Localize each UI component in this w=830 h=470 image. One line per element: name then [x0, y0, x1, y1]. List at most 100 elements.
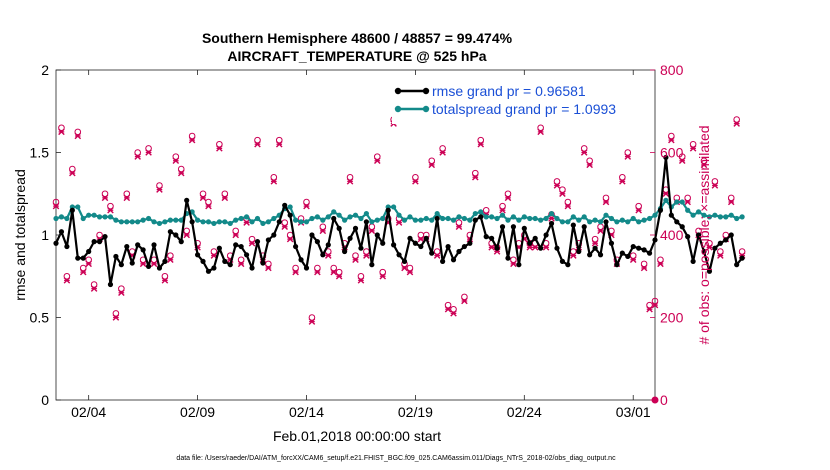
rmse-point	[391, 242, 397, 248]
obs-assimilated-point	[199, 194, 207, 202]
totalspread-point	[565, 219, 571, 225]
obs-possible-point	[379, 268, 387, 276]
rmse-point	[287, 212, 293, 218]
rmse-point	[233, 242, 239, 248]
rmse-point	[412, 240, 418, 246]
obs-possible-point	[63, 272, 71, 280]
rmse-point	[113, 253, 119, 260]
rmse-point	[352, 225, 359, 231]
obs-assimilated-point	[319, 227, 327, 235]
x-tick-label: 02/24	[507, 404, 542, 420]
rmse-point	[548, 220, 555, 227]
totalspread-point	[489, 214, 495, 220]
obs-possible-point	[738, 248, 746, 255]
rmse-point	[510, 224, 517, 230]
line-layer	[53, 154, 745, 288]
obs-assimilated-point	[580, 149, 588, 156]
obs-assimilated-point	[651, 301, 659, 309]
y-left-tick-label: 1	[41, 227, 49, 243]
totalspread-point	[243, 214, 250, 220]
rmse-point	[543, 232, 549, 238]
obs-possible-point	[461, 293, 468, 301]
obs-assimilated-point	[395, 219, 403, 226]
obs-assimilated-point	[352, 256, 359, 264]
y-left-tick-label: 1.5	[30, 145, 50, 161]
obs-assimilated-point	[461, 297, 468, 305]
obs-assimilated-point	[428, 161, 436, 169]
totalspread-point	[336, 212, 342, 218]
totalspread-point	[679, 199, 685, 205]
obs-possible-point	[69, 165, 76, 173]
obs-assimilated-point	[510, 260, 517, 268]
rmse-point	[597, 252, 604, 258]
totalspread-point	[412, 217, 418, 223]
legend: rmse grand pr = 0.96581 totalspread gran…	[392, 80, 644, 124]
totalspread-point	[619, 217, 625, 223]
rmse-point	[167, 229, 173, 235]
rmse-point	[118, 262, 124, 268]
rmse-point	[325, 242, 331, 248]
obs-assimilated-point	[542, 244, 550, 251]
totalspread-point	[162, 219, 168, 225]
obs-possible-point	[689, 140, 697, 148]
obs-assimilated-point	[74, 132, 82, 140]
obs-assimilated-point	[243, 219, 250, 226]
obs-possible-point	[640, 260, 648, 268]
rmse-point	[145, 263, 152, 269]
obs-possible-point	[477, 136, 485, 144]
totalspread-point	[363, 210, 369, 217]
rmse-point	[129, 260, 135, 266]
obs-possible-point	[564, 198, 572, 206]
obs-assimilated-point	[640, 264, 648, 272]
obs-possible-point	[352, 252, 359, 259]
obs-possible-point	[553, 178, 561, 185]
totalspread-point	[625, 219, 631, 225]
obs-assimilated-point	[417, 235, 425, 243]
rmse-point	[336, 225, 342, 231]
obs-assimilated-point	[232, 231, 239, 239]
rmse-point	[380, 240, 386, 246]
rmse-point	[396, 252, 402, 258]
totalspread-point	[423, 215, 429, 222]
totalspread-point	[260, 220, 266, 227]
obs-possible-point	[79, 264, 87, 272]
totalspread-point	[440, 215, 446, 222]
rmse-point	[674, 219, 680, 225]
totalspread-point	[211, 220, 217, 227]
obs-possible-point	[205, 198, 212, 206]
obs-possible-point	[134, 149, 141, 156]
totalspread-point	[543, 215, 549, 222]
totalspread-point	[461, 215, 468, 222]
obs-possible-point	[177, 165, 185, 173]
rmse-point	[734, 262, 740, 268]
rmse-point	[712, 245, 718, 251]
chart-title: Southern Hemisphere 48600 / 48857 = 99.4…	[202, 30, 513, 46]
obs-assimilated-point	[324, 252, 332, 259]
rmse-point	[211, 265, 217, 271]
obs-possible-point	[537, 124, 544, 132]
rmse-point	[576, 248, 582, 255]
rmse-point	[619, 250, 625, 256]
obs-possible-point	[346, 173, 354, 181]
totalspread-point	[723, 214, 729, 220]
obs-assimilated-point	[177, 169, 185, 177]
obs-assimilated-point	[412, 178, 419, 185]
obs-assimilated-point	[150, 260, 158, 268]
rmse-point	[282, 202, 288, 208]
obs-assimilated-point	[79, 268, 87, 276]
obs-assimilated-point	[602, 198, 610, 206]
totalspread-point	[325, 214, 331, 220]
totalspread-point	[135, 219, 141, 225]
obs-possible-point	[216, 140, 223, 148]
totalspread-point	[222, 219, 228, 225]
rmse-point	[538, 245, 544, 251]
obs-possible-point	[314, 264, 321, 272]
totalspread-point	[456, 214, 462, 220]
rmse-point	[194, 252, 201, 258]
totalspread-point	[396, 212, 402, 218]
obs-assimilated-point	[537, 128, 544, 136]
obs-possible-point	[684, 194, 691, 202]
obs-possible-point	[510, 256, 517, 264]
obs-possible-point	[237, 256, 245, 264]
obs-possible-point	[292, 264, 299, 272]
